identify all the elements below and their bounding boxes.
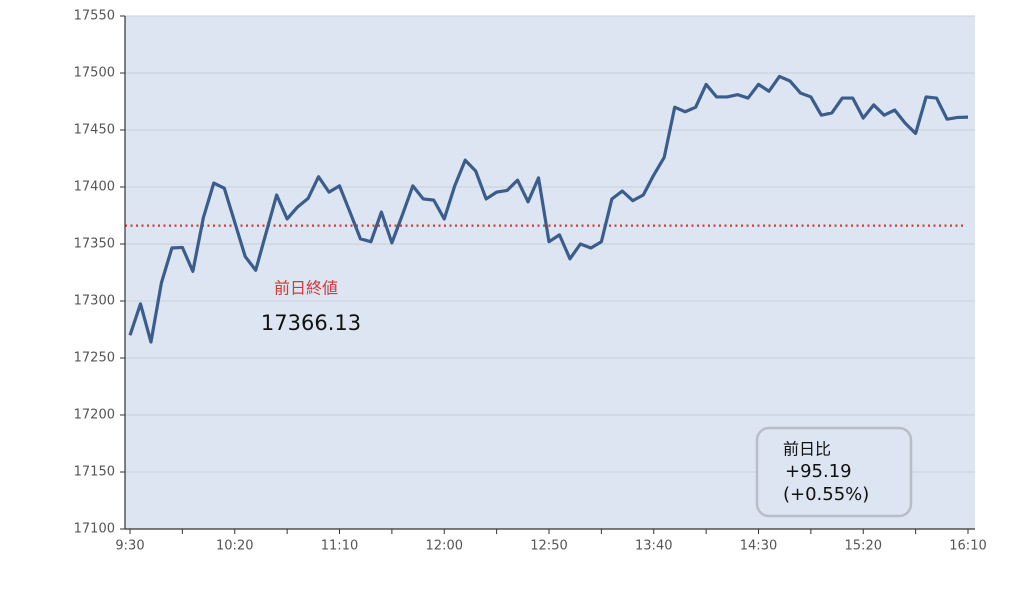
change-box (755, 426, 913, 518)
x-tick-label: 9:30 (115, 539, 144, 554)
y-tick-label: 17200 (74, 408, 115, 423)
x-tick-label: 11:10 (321, 539, 358, 554)
y-tick-label: 17400 (74, 180, 115, 195)
change-value: +95.19 (785, 461, 852, 482)
reference-label: 前日終値 (274, 279, 338, 298)
x-tick-label: 13:40 (635, 539, 672, 554)
reference-value: 17366.13 (261, 311, 361, 335)
grid (125, 15, 975, 530)
x-tick-label: 15:20 (845, 539, 882, 554)
y-tick-label: 17300 (74, 294, 115, 309)
y-tick-label: 17450 (74, 123, 115, 138)
y-tick-label: 17100 (74, 522, 115, 537)
line-series (128, 74, 969, 344)
x-tick-label: 10:20 (216, 539, 253, 554)
y-tick-label: 17150 (74, 465, 115, 480)
x-tick-label: 14:30 (740, 539, 777, 554)
change-pct: (+0.55%) (783, 484, 869, 505)
y-tick-label: 17550 (74, 9, 115, 24)
y-tick-label: 17350 (74, 237, 115, 252)
marks (128, 74, 969, 344)
x-tick-label: 12:50 (530, 539, 567, 554)
change-title: 前日比 (783, 440, 831, 459)
y-tick-label: 17500 (74, 66, 115, 81)
y-tick-label: 17250 (74, 351, 115, 366)
x-tick-label: 12:00 (426, 539, 463, 554)
x-tick-label: 16:10 (949, 539, 986, 554)
